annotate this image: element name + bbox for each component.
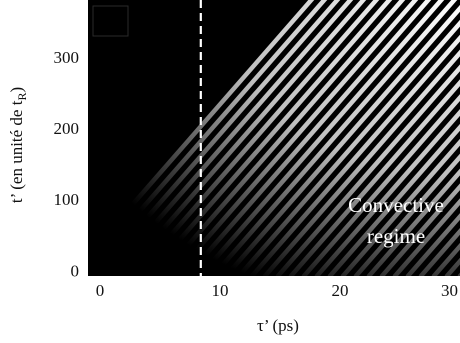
stripe — [379, 183, 460, 276]
y-tick-label: 0 — [71, 261, 80, 280]
stripe — [88, 0, 328, 274]
stripe — [314, 108, 460, 276]
y-tick-label: 200 — [54, 119, 80, 138]
stripe — [262, 49, 460, 276]
stripe — [353, 153, 460, 276]
y-tick-label: 100 — [54, 190, 80, 209]
stripe — [158, 0, 406, 276]
stripe — [249, 34, 460, 276]
stripe — [171, 0, 419, 276]
y-axis-title: t’ (en unité de tR) — [7, 87, 29, 203]
annotation-line-1: Convective — [348, 193, 444, 217]
x-axis-title: τ’ (ps) — [257, 316, 299, 335]
x-tick-labels: 0 10 20 30 — [96, 281, 458, 300]
stripe — [301, 94, 460, 276]
intensity-stripes — [88, 0, 460, 276]
x-tick-label: 20 — [332, 281, 349, 300]
stripe — [119, 0, 367, 276]
stripe — [405, 213, 460, 276]
y-axis-title-subscript: R — [15, 93, 29, 101]
x-tick-label: 0 — [96, 281, 105, 300]
stripe — [223, 4, 460, 276]
stripe — [197, 0, 445, 276]
stripe — [340, 138, 460, 276]
y-tick-label: 300 — [54, 48, 80, 67]
y-axis-title-close: ) — [7, 87, 26, 93]
stripe — [106, 0, 354, 276]
stripe — [132, 0, 380, 276]
stripe — [366, 168, 460, 276]
stripe — [327, 123, 460, 276]
stripe — [288, 79, 460, 276]
y-axis-title-main: t’ (en unité de t — [7, 100, 26, 203]
stripe — [93, 0, 341, 276]
stripe — [392, 198, 460, 276]
y-tick-labels: 0 100 200 300 — [54, 48, 80, 280]
x-tick-label: 30 — [441, 281, 458, 300]
annotation-line-2: regime — [367, 224, 425, 248]
stripe — [184, 0, 432, 276]
stripe — [236, 19, 460, 276]
inset-box — [92, 5, 129, 37]
stripe — [210, 0, 458, 276]
stripe — [275, 64, 460, 276]
stripe — [88, 0, 315, 259]
x-tick-label: 10 — [212, 281, 229, 300]
stripe — [145, 0, 393, 276]
